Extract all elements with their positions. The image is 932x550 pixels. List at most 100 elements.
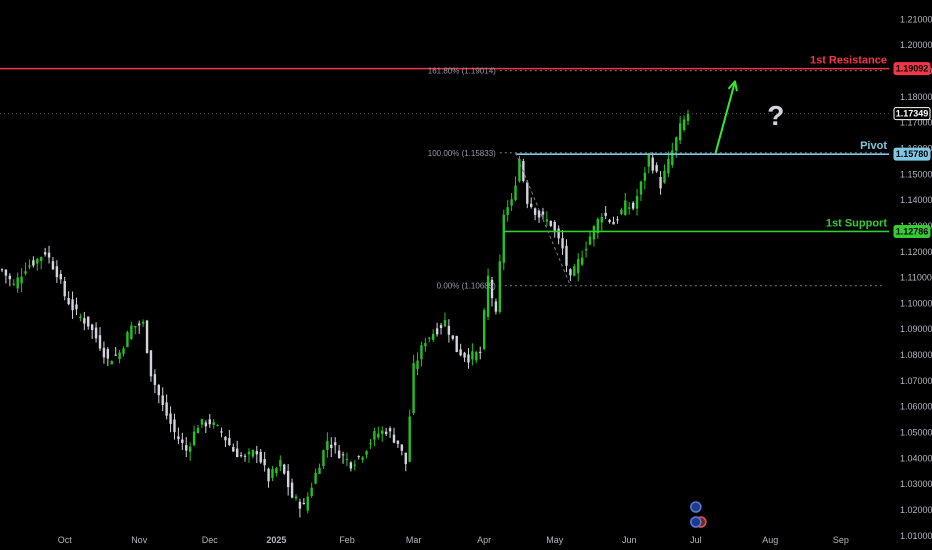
candle-body — [447, 325, 451, 335]
price-axis[interactable]: 1.210001.200001.190001.180001.170001.160… — [900, 14, 932, 540]
candle-body — [173, 419, 176, 433]
candle — [267, 467, 270, 488]
candle-body — [110, 361, 113, 365]
fib-level-label: 0.00% (1.10685) — [437, 282, 496, 291]
candle-body — [40, 257, 43, 261]
candle — [502, 209, 505, 271]
candle-body — [428, 337, 431, 339]
candle — [239, 452, 243, 458]
x-tick-label: Aug — [762, 535, 778, 545]
candle — [212, 419, 215, 429]
candle-body — [537, 210, 541, 218]
candle — [345, 452, 349, 467]
candle — [98, 327, 102, 351]
candle-body — [224, 436, 227, 441]
price-tag-label: 1.12786 — [896, 226, 929, 236]
economic-event-icon[interactable] — [690, 516, 702, 528]
candle — [67, 291, 70, 306]
candle-body — [588, 236, 592, 245]
candle-body — [616, 219, 619, 221]
candle-body — [628, 207, 631, 209]
candle — [87, 316, 90, 330]
candle — [55, 260, 59, 283]
event-markers[interactable] — [690, 501, 707, 528]
candle — [83, 311, 86, 331]
candle-body — [236, 448, 239, 458]
candle — [526, 179, 529, 209]
candle-body — [310, 487, 313, 497]
y-tick-label: 1.08000 — [900, 350, 932, 360]
candle-body — [20, 276, 23, 284]
price-tags: 1.19092 1.15780 1.12786 1.17349 — [893, 62, 931, 238]
candle — [75, 297, 78, 316]
fib-level-label: 161.80% (1.19014) — [428, 67, 496, 76]
time-axis[interactable]: Oct Nov Dec 2025 Feb Mar Apr May Jun Jul Aug Sep — [58, 535, 849, 545]
candle — [126, 330, 129, 348]
candle-body — [349, 462, 353, 469]
candle-body — [185, 445, 188, 451]
candle — [102, 341, 106, 364]
candle-body — [271, 469, 274, 479]
candle — [28, 259, 31, 270]
candle-body — [549, 220, 552, 226]
candle — [71, 291, 74, 319]
y-tick-label: 1.03000 — [900, 479, 932, 489]
candle — [471, 343, 474, 366]
candle — [412, 354, 415, 416]
candle-body — [134, 326, 137, 328]
candle-body — [114, 354, 117, 356]
candle-body — [106, 349, 110, 359]
annotations: ? — [714, 80, 784, 154]
price-tag-label: 1.15780 — [896, 149, 929, 159]
candle-body — [612, 221, 615, 225]
candle — [181, 432, 184, 451]
candle-body — [408, 416, 411, 462]
candle-body — [153, 374, 157, 385]
candle-body — [369, 443, 372, 445]
candle-body — [87, 316, 90, 327]
x-tick-label: Apr — [477, 535, 491, 545]
candle-body — [573, 266, 576, 276]
candle — [271, 466, 274, 482]
candle-body — [424, 342, 427, 347]
y-tick-label: 1.17000 — [900, 118, 932, 128]
candle — [553, 220, 556, 238]
candle-body — [631, 202, 635, 209]
candle-body — [243, 455, 247, 457]
candle-body — [141, 321, 145, 324]
candle — [643, 166, 647, 190]
candle — [537, 209, 541, 223]
candle — [40, 256, 43, 270]
y-tick-label: 1.21000 — [900, 14, 932, 24]
candle — [279, 455, 282, 472]
candle-body — [79, 316, 82, 319]
candle-body — [228, 438, 231, 446]
candle-body — [553, 221, 556, 231]
candle — [341, 451, 345, 464]
candle-body — [678, 123, 682, 141]
candle — [326, 432, 329, 458]
candle-body — [479, 351, 482, 353]
candle-body — [247, 451, 251, 455]
candle-body — [267, 468, 270, 482]
candle — [573, 263, 576, 277]
candle — [275, 466, 278, 477]
candle — [220, 427, 223, 438]
candle — [381, 426, 384, 442]
fib-level-label: 100.00% (1.15833) — [428, 149, 496, 158]
price-tag: 1.12786 — [893, 224, 931, 238]
economic-event-icon[interactable] — [690, 501, 702, 513]
candle-body — [47, 252, 51, 258]
candle — [216, 424, 219, 427]
x-tick-label: Feb — [339, 535, 355, 545]
candle-body — [251, 450, 255, 457]
candle-body — [63, 280, 66, 297]
candle-body — [471, 351, 474, 360]
candle — [365, 450, 368, 459]
candle-body — [580, 257, 584, 265]
y-tick-label: 1.05000 — [900, 428, 932, 438]
candle-body — [667, 158, 670, 174]
candle-body — [169, 413, 172, 424]
candle — [557, 225, 560, 245]
